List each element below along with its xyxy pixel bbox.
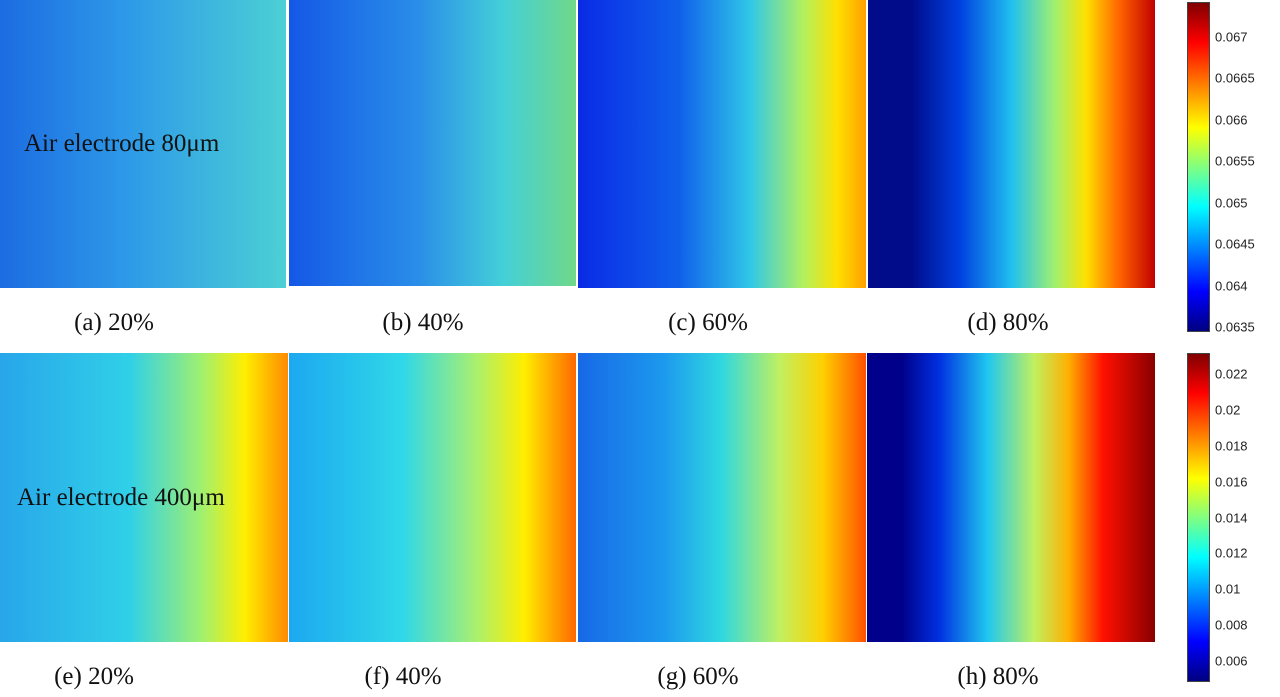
panel-g bbox=[578, 353, 866, 642]
panel-label: (g) 60% bbox=[657, 663, 739, 690]
panel-label: (c) 60% bbox=[668, 309, 748, 336]
panel-f bbox=[289, 353, 576, 642]
panel-c bbox=[578, 0, 866, 288]
panel-d bbox=[868, 0, 1155, 288]
colorbar-tick-label: 0.0645 bbox=[1215, 236, 1255, 252]
colorbar-tick-label: 0.065 bbox=[1215, 195, 1248, 211]
colorbar-tick-label: 0.01 bbox=[1215, 581, 1241, 597]
row-annotation: Air electrode 80μm bbox=[24, 130, 220, 157]
colorbar-tick-label: 0.022 bbox=[1215, 366, 1248, 382]
colorbar-tick-label: 0.064 bbox=[1215, 278, 1248, 294]
panel-h bbox=[867, 353, 1155, 642]
panel-label: (f) 40% bbox=[364, 663, 442, 690]
panel-e bbox=[0, 353, 288, 642]
colorbar-tick-label: 0.0635 bbox=[1215, 319, 1255, 335]
panel-b bbox=[289, 0, 576, 286]
colorbar bbox=[1187, 353, 1210, 682]
panel-label: (h) 80% bbox=[957, 663, 1039, 690]
colorbar-tick-label: 0.012 bbox=[1215, 545, 1248, 561]
colorbar-tick-label: 0.066 bbox=[1215, 112, 1248, 128]
panel-label: (a) 20% bbox=[74, 309, 154, 336]
colorbar-tick-label: 0.067 bbox=[1215, 29, 1248, 45]
panel-label: (b) 40% bbox=[382, 309, 464, 336]
colorbar-tick-label: 0.014 bbox=[1215, 510, 1248, 525]
colorbar-tick-label: 0.006 bbox=[1215, 653, 1248, 669]
colorbar-tick-label: 0.0655 bbox=[1215, 153, 1255, 169]
panel-label: (e) 20% bbox=[54, 663, 134, 690]
colorbar-tick-label: 0.0665 bbox=[1215, 70, 1255, 86]
colorbar-tick-label: 0.018 bbox=[1215, 438, 1248, 454]
colorbar bbox=[1187, 2, 1210, 332]
row-annotation: Air electrode 400μm bbox=[17, 484, 225, 511]
panel-label: (d) 80% bbox=[967, 309, 1049, 336]
colorbar-tick-label: 0.02 bbox=[1215, 402, 1241, 418]
colorbar-tick-label: 0.008 bbox=[1215, 617, 1248, 633]
panel-a bbox=[0, 0, 286, 288]
colorbar-tick-label: 0.016 bbox=[1215, 474, 1248, 490]
